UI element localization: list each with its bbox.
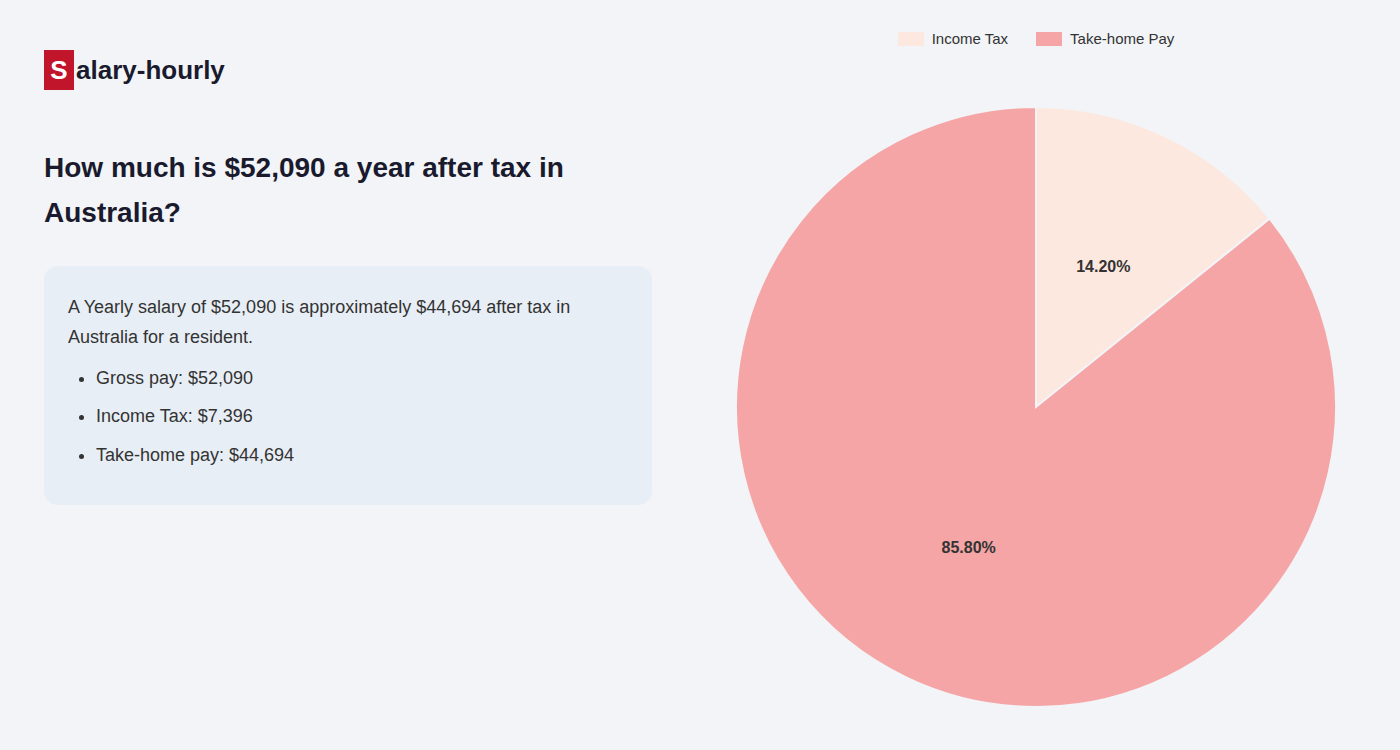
html-text:Take-home pay: $44,694: Take-home pay: $44,694 — [96, 445, 295, 465]
html-text:Income Tax: $7,396: Income Tax: $7,396 — [96, 406, 253, 427]
html-text:S alary-hourly: S alary-hourly — [50, 54, 225, 85]
html-text:Take-home Pay: Take-home Pay — [1070, 30, 1175, 47]
svg-text:14.20%: 14.20% — [1076, 258, 1130, 275]
html-text:How much is $52,090 a year aft: How much is $52,090 a year after tax in … — [44, 152, 564, 228]
svg-text:85.80%: 85.80% — [942, 539, 996, 556]
html-text:Gross pay: $52,090: Gross pay: $52,090 — [96, 367, 254, 388]
html-text:A Yearly salary of $52,090 is: A Yearly salary of $52,090 is approximat… — [68, 296, 571, 348]
html-text:Income Tax: Income Tax — [931, 30, 1009, 47]
